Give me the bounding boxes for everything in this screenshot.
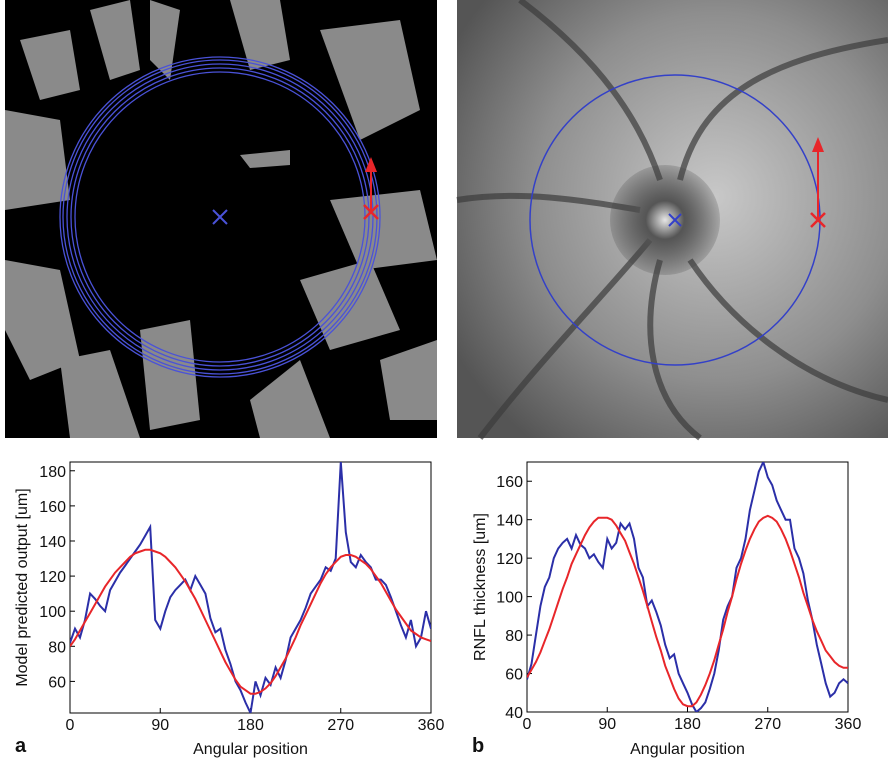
x-tick-label: 270	[327, 717, 354, 734]
panel-label: a	[15, 735, 27, 757]
y-tick-label: 180	[39, 464, 66, 481]
y-tick-label: 40	[505, 705, 523, 722]
x-tick-label: 0	[66, 717, 75, 734]
x-tick-label: 180	[237, 717, 264, 734]
y-axis-label: RNFL thickness [um]	[472, 513, 489, 661]
y-tick-label: 160	[39, 499, 66, 516]
y-tick-label: 60	[48, 674, 66, 691]
y-axis-label: Model predicted output [um]	[14, 488, 31, 686]
y-tick-label: 100	[496, 590, 523, 607]
x-tick-label: 90	[598, 716, 616, 733]
plot-area	[70, 462, 431, 713]
y-tick-label: 160	[496, 474, 523, 491]
y-tick-label: 120	[39, 569, 66, 586]
y-tick-label: 100	[39, 604, 66, 621]
y-tick-label: 80	[48, 639, 66, 656]
figure: 0 90 180 270 360 60 80 100 120 140 160 180 Angular p…	[0, 0, 888, 764]
x-axis-label: Angular position	[193, 741, 308, 758]
x-tick-label: 360	[835, 716, 862, 733]
left-image	[5, 0, 437, 438]
x-tick-label: 90	[151, 717, 169, 734]
page: 0 90 180 270 360 60 80 100 120 140 160 180 Angular p…	[0, 0, 888, 769]
x-tick-label: 180	[674, 716, 701, 733]
x-tick-label: 270	[754, 716, 781, 733]
x-axis-label: Angular position	[630, 741, 745, 758]
y-tick-label: 140	[496, 513, 523, 530]
y-tick-label: 60	[505, 667, 523, 684]
y-tick-label: 120	[496, 551, 523, 568]
x-tick-label: 0	[523, 716, 532, 733]
right-image	[457, 0, 888, 438]
x-tick-label: 360	[418, 717, 445, 734]
y-tick-label: 80	[505, 628, 523, 645]
y-tick-label: 140	[39, 534, 66, 551]
panel-label: b	[472, 735, 484, 757]
plot-area	[527, 462, 848, 712]
